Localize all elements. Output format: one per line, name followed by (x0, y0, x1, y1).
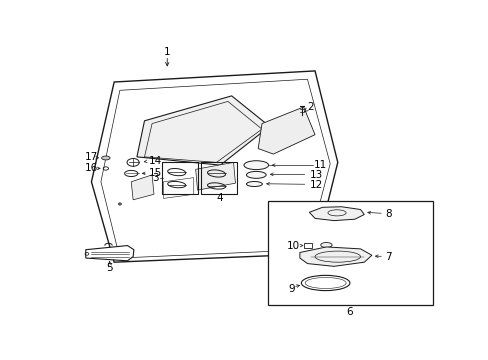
Text: 3: 3 (152, 174, 159, 184)
Text: 10: 10 (286, 240, 299, 251)
Text: 1: 1 (163, 46, 170, 57)
Text: 5: 5 (106, 263, 113, 273)
Bar (267, 201, 431, 305)
Bar (201, 162, 237, 194)
Text: 7: 7 (385, 252, 391, 262)
Polygon shape (137, 96, 269, 165)
Text: 6: 6 (346, 307, 352, 317)
Text: 17: 17 (84, 152, 98, 162)
Polygon shape (299, 247, 371, 266)
Text: 9: 9 (288, 284, 295, 293)
Text: 11: 11 (314, 160, 327, 170)
Text: 2: 2 (307, 102, 313, 112)
Text: 14: 14 (149, 156, 162, 166)
Ellipse shape (246, 171, 265, 178)
Polygon shape (195, 162, 235, 190)
Polygon shape (131, 175, 154, 200)
Text: 16: 16 (84, 163, 98, 174)
Text: 12: 12 (309, 180, 322, 190)
Ellipse shape (320, 243, 331, 247)
Ellipse shape (246, 181, 262, 186)
Bar (161, 162, 197, 194)
Ellipse shape (301, 275, 349, 291)
Text: 8: 8 (385, 209, 391, 219)
Ellipse shape (102, 156, 110, 160)
Text: 15: 15 (149, 168, 162, 179)
Polygon shape (91, 71, 337, 262)
Ellipse shape (244, 161, 268, 170)
Polygon shape (309, 207, 364, 221)
Polygon shape (258, 107, 314, 154)
Text: 4: 4 (216, 193, 223, 203)
Text: 13: 13 (309, 170, 322, 180)
Polygon shape (85, 246, 134, 261)
Bar (304, 243, 312, 248)
Ellipse shape (118, 203, 121, 205)
